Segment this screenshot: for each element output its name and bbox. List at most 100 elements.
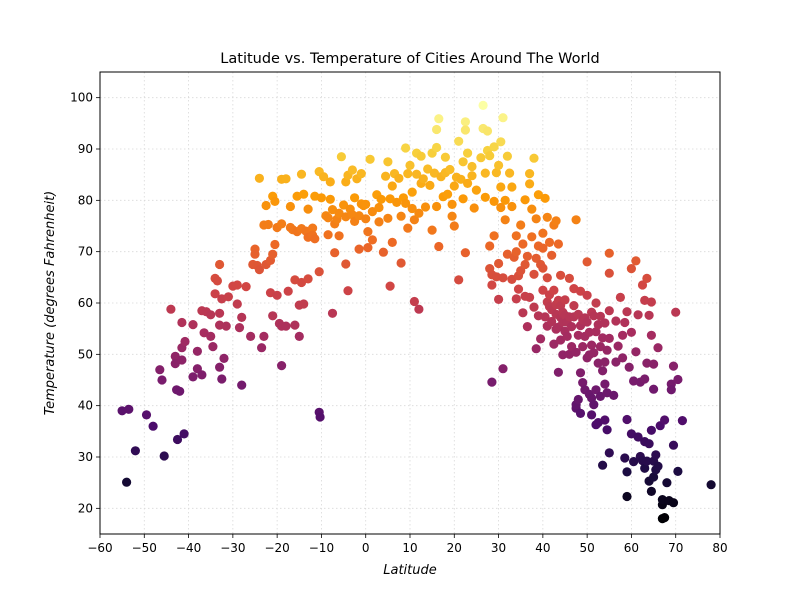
data-point <box>587 410 597 420</box>
data-point <box>582 257 592 267</box>
data-point <box>646 486 657 496</box>
data-point <box>179 429 189 439</box>
data-point <box>166 304 176 314</box>
data-point <box>531 214 541 224</box>
data-point <box>221 321 231 331</box>
data-point <box>157 375 167 385</box>
data-point <box>649 472 659 482</box>
data-point <box>637 280 648 290</box>
y-tick-label: 60 <box>78 296 93 310</box>
data-point <box>662 478 672 488</box>
data-point <box>155 365 165 375</box>
data-point <box>591 385 601 395</box>
data-point <box>582 317 592 327</box>
data-point <box>498 364 508 374</box>
data-point <box>250 249 260 259</box>
data-point <box>303 204 313 214</box>
data-point <box>494 294 504 304</box>
data-point <box>611 357 621 367</box>
x-tick-label: 70 <box>668 541 683 555</box>
data-point <box>604 248 614 258</box>
data-point <box>591 327 601 337</box>
data-point <box>491 168 501 178</box>
data-point <box>215 308 225 318</box>
data-point <box>254 173 264 183</box>
data-point <box>575 368 586 378</box>
data-point <box>538 243 548 253</box>
x-tick-label: 20 <box>447 541 462 555</box>
data-point <box>511 231 521 241</box>
data-point <box>646 425 657 435</box>
data-point <box>547 250 557 260</box>
data-point <box>527 204 537 214</box>
data-point <box>467 171 477 181</box>
data-point <box>575 408 586 418</box>
data-point <box>445 164 455 175</box>
data-point <box>257 343 267 353</box>
data-point <box>212 276 222 286</box>
x-tick-label: −20 <box>264 541 289 555</box>
data-point <box>604 333 614 343</box>
data-point <box>673 466 683 476</box>
data-point <box>361 199 371 209</box>
data-point <box>454 275 464 285</box>
data-point <box>175 386 185 396</box>
data-point <box>480 192 490 202</box>
data-point <box>660 415 670 425</box>
data-point <box>609 390 619 400</box>
data-point <box>507 182 517 192</box>
data-point <box>407 203 417 214</box>
data-point <box>124 404 134 414</box>
data-point <box>427 225 437 235</box>
data-point <box>520 195 530 205</box>
data-point <box>624 362 634 372</box>
data-point <box>677 416 688 426</box>
data-point <box>622 307 632 317</box>
data-point <box>463 148 473 158</box>
data-point <box>622 414 632 425</box>
data-point <box>582 290 592 300</box>
data-point <box>432 201 442 212</box>
y-tick-label: 30 <box>78 450 93 464</box>
data-point <box>649 359 659 369</box>
data-point <box>447 199 457 209</box>
data-point <box>327 308 338 318</box>
data-point <box>467 161 477 172</box>
data-point <box>494 160 504 170</box>
data-point <box>263 219 273 230</box>
data-point <box>569 301 579 311</box>
x-tick-label: −40 <box>176 541 201 555</box>
data-point <box>270 239 280 250</box>
x-axis-label: Latitude <box>383 563 437 578</box>
data-point <box>376 194 386 204</box>
data-point <box>246 331 256 341</box>
data-point <box>285 201 295 212</box>
data-point <box>254 265 264 275</box>
data-point <box>434 114 444 124</box>
data-point <box>631 256 641 266</box>
data-point <box>540 193 550 203</box>
data-point <box>498 273 508 283</box>
data-point <box>500 195 510 205</box>
data-point <box>460 125 470 135</box>
data-point <box>268 249 278 259</box>
data-point <box>620 317 630 328</box>
data-point <box>589 348 599 358</box>
data-point <box>407 187 417 197</box>
data-point <box>633 432 643 442</box>
data-point <box>520 259 530 270</box>
data-point <box>281 174 291 184</box>
data-point <box>180 336 190 347</box>
data-point <box>522 322 533 332</box>
data-point <box>480 168 490 178</box>
data-point <box>471 185 481 195</box>
data-point <box>487 280 497 290</box>
data-point <box>653 461 663 471</box>
data-point <box>232 280 242 290</box>
data-point <box>642 273 652 283</box>
data-point <box>600 318 610 328</box>
data-point <box>529 302 539 312</box>
data-point <box>217 374 227 384</box>
data-point <box>268 311 278 321</box>
